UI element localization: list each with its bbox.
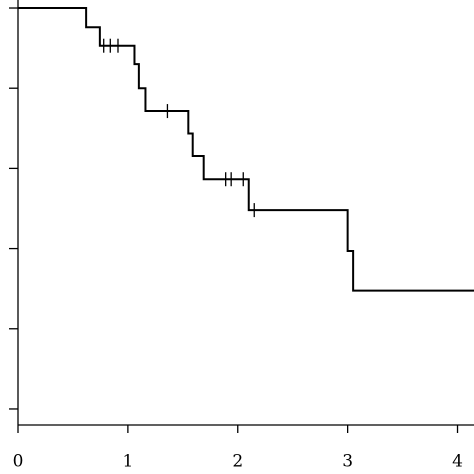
x-tick-label: 2	[232, 452, 243, 472]
survival-curve	[18, 7, 474, 292]
x-tick-label: 4	[452, 452, 463, 472]
x-tick-label: 3	[342, 452, 353, 472]
x-tick-label: 0	[13, 452, 24, 472]
x-tick-label: 1	[122, 452, 133, 472]
